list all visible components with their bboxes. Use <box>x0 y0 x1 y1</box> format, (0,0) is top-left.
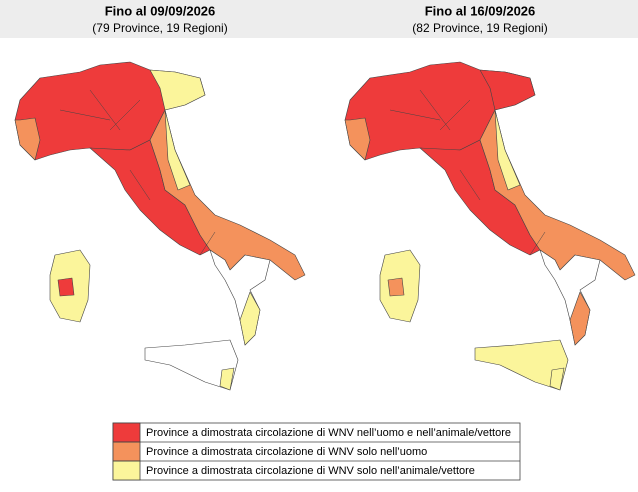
legend-label: Province a dimostrata circolazione di WN… <box>146 427 511 439</box>
border <box>89 89 121 131</box>
border <box>529 231 546 256</box>
province-area <box>57 277 75 297</box>
province-area <box>387 277 405 297</box>
province-area <box>14 117 41 161</box>
border <box>129 169 151 201</box>
panel-subtitle: (82 Province, 19 Regioni) <box>412 21 547 35</box>
panel-title: Fino al 09/09/2026 <box>105 3 216 18</box>
border <box>59 109 111 121</box>
province-area <box>494 109 521 191</box>
province-area <box>549 367 565 391</box>
border <box>199 231 216 256</box>
border <box>419 89 451 131</box>
province-area <box>209 249 271 346</box>
province-area <box>569 291 591 346</box>
border <box>389 109 441 121</box>
province-area <box>164 109 191 191</box>
legend-swatch <box>112 422 141 443</box>
province-area <box>219 367 235 391</box>
legend-label: Province a dimostrata circolazione di WN… <box>146 465 475 477</box>
border <box>109 99 141 131</box>
province-area <box>539 249 601 346</box>
map <box>344 61 636 391</box>
header-band <box>0 0 638 38</box>
province-area <box>149 69 206 111</box>
legend-swatch <box>112 460 141 481</box>
province-area <box>149 109 306 281</box>
legend-label: Province a dimostrata circolazione di WN… <box>146 446 427 458</box>
border <box>459 169 481 201</box>
panel-title: Fino al 16/09/2026 <box>425 3 536 18</box>
map <box>14 61 306 391</box>
province-area <box>344 117 371 161</box>
province-area <box>479 109 636 281</box>
province-area <box>239 291 261 346</box>
province-area <box>479 69 536 111</box>
legend-swatch <box>112 441 141 462</box>
panel-subtitle: (79 Province, 19 Regioni) <box>92 21 227 35</box>
legend: Province a dimostrata circolazione di WN… <box>112 422 521 481</box>
legend-box <box>112 422 521 481</box>
border <box>439 99 471 131</box>
